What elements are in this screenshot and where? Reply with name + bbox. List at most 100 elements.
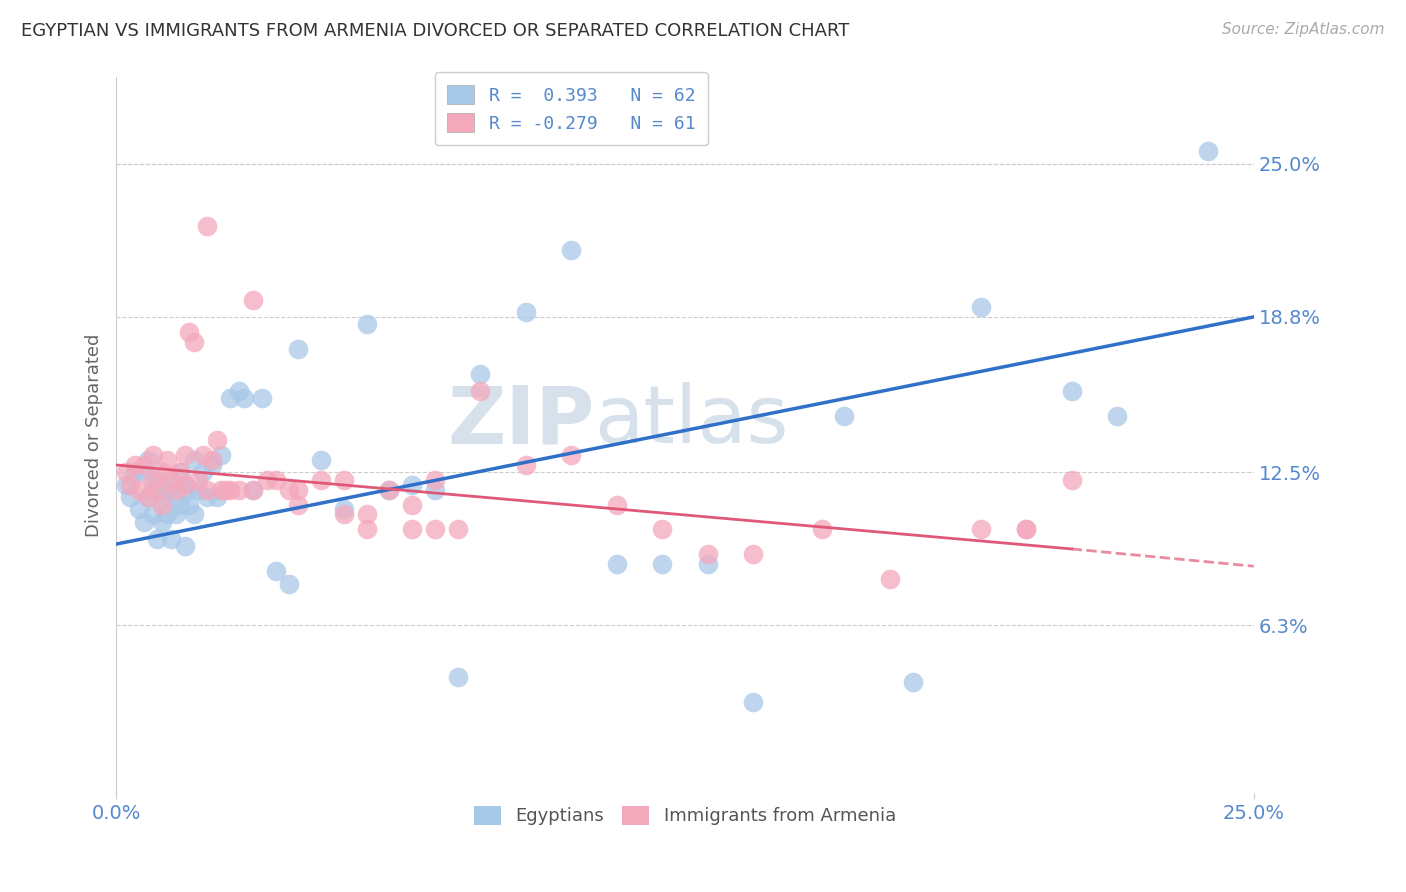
Point <box>242 483 264 497</box>
Point <box>128 502 150 516</box>
Text: Source: ZipAtlas.com: Source: ZipAtlas.com <box>1222 22 1385 37</box>
Point <box>423 473 446 487</box>
Point <box>970 522 993 536</box>
Point <box>278 483 301 497</box>
Point <box>179 498 201 512</box>
Y-axis label: Divorced or Separated: Divorced or Separated <box>86 334 103 537</box>
Point <box>138 490 160 504</box>
Point <box>228 483 250 497</box>
Point <box>179 325 201 339</box>
Point <box>810 522 832 536</box>
Point <box>606 498 628 512</box>
Point <box>142 508 165 522</box>
Point <box>142 473 165 487</box>
Point <box>205 434 228 448</box>
Point <box>219 38 242 53</box>
Point <box>879 572 901 586</box>
Point <box>696 547 718 561</box>
Point <box>250 392 273 406</box>
Point <box>179 483 201 497</box>
Point <box>1015 522 1038 536</box>
Point <box>834 409 856 423</box>
Point <box>187 473 209 487</box>
Point <box>197 490 219 504</box>
Text: EGYPTIAN VS IMMIGRANTS FROM ARMENIA DIVORCED OR SEPARATED CORRELATION CHART: EGYPTIAN VS IMMIGRANTS FROM ARMENIA DIVO… <box>21 22 849 40</box>
Point <box>150 515 173 529</box>
Point <box>970 300 993 314</box>
Point <box>120 490 142 504</box>
Point <box>155 453 177 467</box>
Point <box>165 490 187 504</box>
Point <box>132 466 155 480</box>
Point <box>165 508 187 522</box>
Point <box>215 483 238 497</box>
Point <box>146 532 169 546</box>
Point <box>1015 522 1038 536</box>
Point <box>160 477 183 491</box>
Point <box>356 522 378 536</box>
Point <box>191 448 214 462</box>
Point <box>205 490 228 504</box>
Point <box>287 342 309 356</box>
Point <box>183 334 205 349</box>
Point <box>173 477 195 491</box>
Point <box>120 477 142 491</box>
Point <box>651 522 673 536</box>
Point <box>333 473 356 487</box>
Point <box>183 508 205 522</box>
Point <box>515 305 537 319</box>
Point <box>378 483 401 497</box>
Point <box>287 483 309 497</box>
Point <box>124 458 146 472</box>
Point <box>132 458 155 472</box>
Point <box>515 458 537 472</box>
Point <box>142 448 165 462</box>
Text: atlas: atlas <box>595 382 789 460</box>
Point <box>1060 473 1083 487</box>
Point <box>228 384 250 398</box>
Legend: Egyptians, Immigrants from Armenia: Egyptians, Immigrants from Armenia <box>465 797 905 834</box>
Point <box>138 490 160 504</box>
Point <box>169 466 191 480</box>
Point <box>114 466 136 480</box>
Point <box>155 483 177 497</box>
Point <box>401 477 423 491</box>
Point <box>742 547 765 561</box>
Point <box>447 522 470 536</box>
Point <box>150 466 173 480</box>
Point <box>242 293 264 307</box>
Point <box>169 498 191 512</box>
Point <box>1060 384 1083 398</box>
Point <box>132 515 155 529</box>
Point <box>333 502 356 516</box>
Point <box>219 483 242 497</box>
Point <box>232 392 254 406</box>
Point <box>333 508 356 522</box>
Point <box>378 483 401 497</box>
Point <box>146 483 169 497</box>
Point <box>356 508 378 522</box>
Point <box>146 473 169 487</box>
Point <box>197 483 219 497</box>
Point <box>209 448 232 462</box>
Point <box>470 367 492 381</box>
Point <box>401 498 423 512</box>
Point <box>114 477 136 491</box>
Point <box>278 576 301 591</box>
Point <box>197 219 219 233</box>
Point <box>742 695 765 709</box>
Point <box>287 498 309 512</box>
Point <box>264 564 287 578</box>
Point <box>1107 409 1129 423</box>
Point <box>128 483 150 497</box>
Point <box>150 490 173 504</box>
Point <box>256 473 278 487</box>
Point <box>183 453 205 467</box>
Point <box>173 448 195 462</box>
Point <box>187 483 209 497</box>
Point <box>1197 145 1219 159</box>
Point <box>901 675 924 690</box>
Point <box>309 453 332 467</box>
Point <box>191 466 214 480</box>
Point <box>165 483 187 497</box>
